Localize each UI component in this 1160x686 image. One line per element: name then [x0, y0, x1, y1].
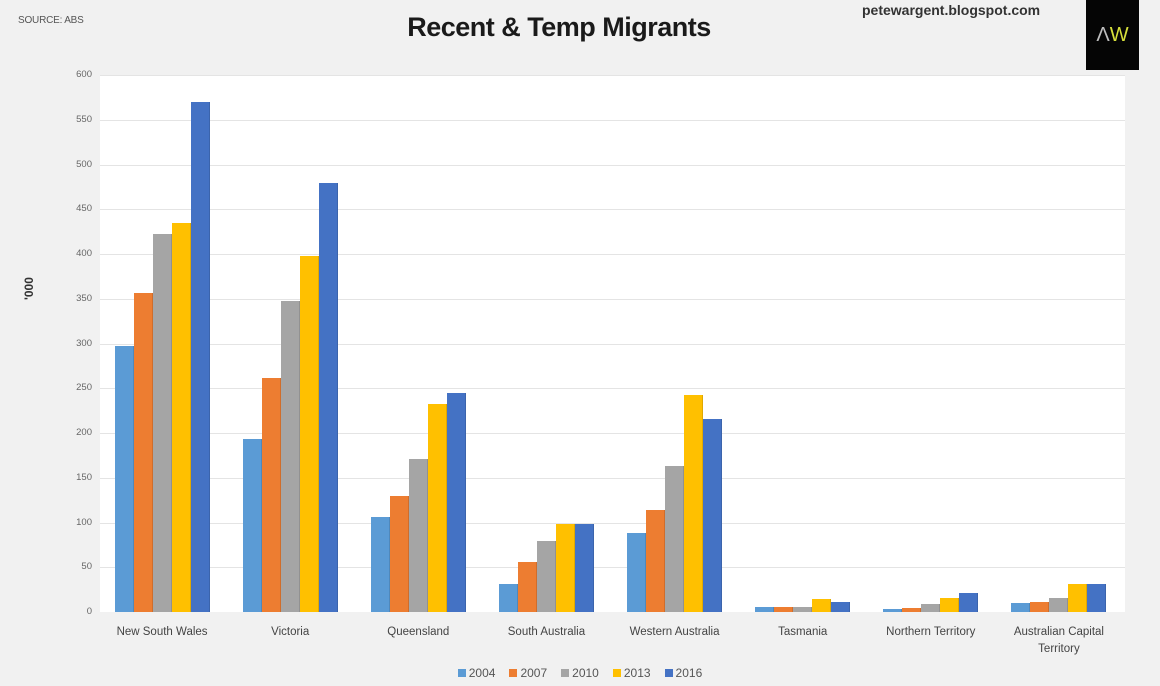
chart-title: Recent & Temp Migrants: [407, 12, 711, 42]
bar-2004: [242, 439, 262, 612]
bar-2016: [318, 183, 338, 612]
x-tick-label: Queensland: [387, 626, 450, 638]
legend-label: 2004: [468, 666, 496, 680]
bar-2007: [646, 509, 666, 612]
bar-2010: [921, 603, 941, 612]
bar-2010: [152, 234, 172, 612]
x-tick-label: Tasmania: [778, 626, 828, 638]
bar-2013: [555, 524, 575, 612]
bar-2007: [133, 292, 153, 612]
legend-swatch-icon: [457, 669, 466, 677]
bar-2010: [1049, 597, 1069, 612]
gridline: [100, 119, 1125, 121]
legend-label: 2007: [520, 666, 548, 680]
bar-2013: [427, 404, 447, 612]
bar-2016: [574, 524, 594, 612]
bar-2016: [703, 418, 723, 612]
bar-2007: [389, 495, 409, 612]
legend: 2004 2007 2010 2013 2016: [0, 666, 1160, 680]
y-tick-label: 300: [76, 337, 92, 349]
legend-swatch-icon: [612, 669, 621, 677]
gridline: [100, 75, 1125, 76]
logo-letter-w: W: [1109, 23, 1129, 46]
y-tick-label: 400: [76, 248, 92, 259]
y-tick-label: 0: [86, 606, 92, 617]
bar-2007: [1030, 602, 1050, 612]
y-tick-label: 500: [76, 158, 92, 170]
bar-2010: [536, 541, 556, 612]
bar-2010: [280, 301, 300, 612]
bar-2010: [665, 466, 685, 612]
legend-label: 2013: [623, 666, 651, 680]
plot-area: [100, 75, 1125, 612]
bar-2016: [831, 602, 851, 612]
bar-2013: [684, 395, 704, 612]
y-tick-label: 350: [76, 292, 92, 304]
gridline: [100, 298, 1125, 300]
y-tick-label: 100: [76, 516, 92, 528]
bar-2016: [959, 593, 979, 612]
x-tick-label: Northern Territory: [886, 626, 976, 638]
bar-2004: [1011, 603, 1031, 612]
legend-item-2007: 2007: [509, 666, 547, 680]
x-tick-label: New South Wales: [116, 626, 208, 638]
y-tick-label: 550: [76, 113, 92, 125]
bar-2016: [190, 101, 210, 612]
legend-item-2016: 2016: [664, 666, 703, 680]
x-tick-label: Australian Capital Territory: [1013, 626, 1104, 655]
legend-label: 2016: [675, 666, 703, 680]
bar-2013: [1068, 584, 1088, 612]
logo-letter-a: Λ: [1096, 23, 1110, 46]
legend-swatch-icon: [664, 669, 673, 677]
bar-2007: [774, 606, 794, 612]
bar-2013: [171, 222, 191, 612]
bar-2007: [902, 607, 922, 612]
bar-2013: [299, 255, 319, 612]
y-tick-label: 50: [81, 561, 92, 573]
bar-2004: [498, 584, 518, 612]
x-tick-label: South Australia: [507, 626, 586, 638]
y-tick-label: 250: [76, 382, 92, 394]
legend-swatch-icon: [509, 669, 518, 677]
bar-2004: [114, 346, 134, 612]
gridline: [100, 164, 1125, 166]
site-url: petewargent.blogspot.com: [862, 2, 1041, 18]
gridline: [100, 388, 1125, 390]
y-axis-label: '000: [22, 277, 36, 300]
bar-2013: [812, 599, 832, 612]
legend-swatch-icon: [561, 669, 570, 677]
bar-2004: [755, 606, 775, 612]
legend-item-2004: 2004: [457, 666, 496, 680]
bar-2010: [408, 458, 428, 612]
bar-2004: [883, 609, 903, 612]
y-tick-label: 150: [76, 471, 92, 483]
bar-2004: [370, 517, 390, 612]
gridline: [100, 522, 1125, 524]
y-tick-label: 200: [76, 427, 92, 438]
gridline: [100, 477, 1125, 479]
y-tick-label: 450: [76, 203, 92, 215]
legend-label: 2010: [572, 666, 599, 680]
legend-item-2013: 2013: [612, 666, 651, 680]
y-tick-label: 600: [76, 69, 92, 80]
bar-2007: [261, 377, 281, 612]
gridline: [100, 343, 1125, 345]
source-note: SOURCE: ABS: [18, 15, 84, 26]
gridline: [100, 209, 1125, 211]
bar-2013: [940, 597, 960, 612]
legend-item-2010: 2010: [561, 666, 599, 680]
x-tick-label: Victoria: [271, 626, 310, 638]
gridline: [100, 567, 1125, 569]
bar-2016: [1087, 584, 1107, 612]
bar-2004: [627, 533, 647, 612]
bar-2010: [793, 606, 813, 612]
bar-2016: [446, 392, 466, 612]
x-tick-label: Western Australia: [629, 626, 720, 638]
bar-2007: [517, 561, 537, 612]
gridline: [100, 433, 1125, 434]
gridline: [100, 254, 1125, 255]
